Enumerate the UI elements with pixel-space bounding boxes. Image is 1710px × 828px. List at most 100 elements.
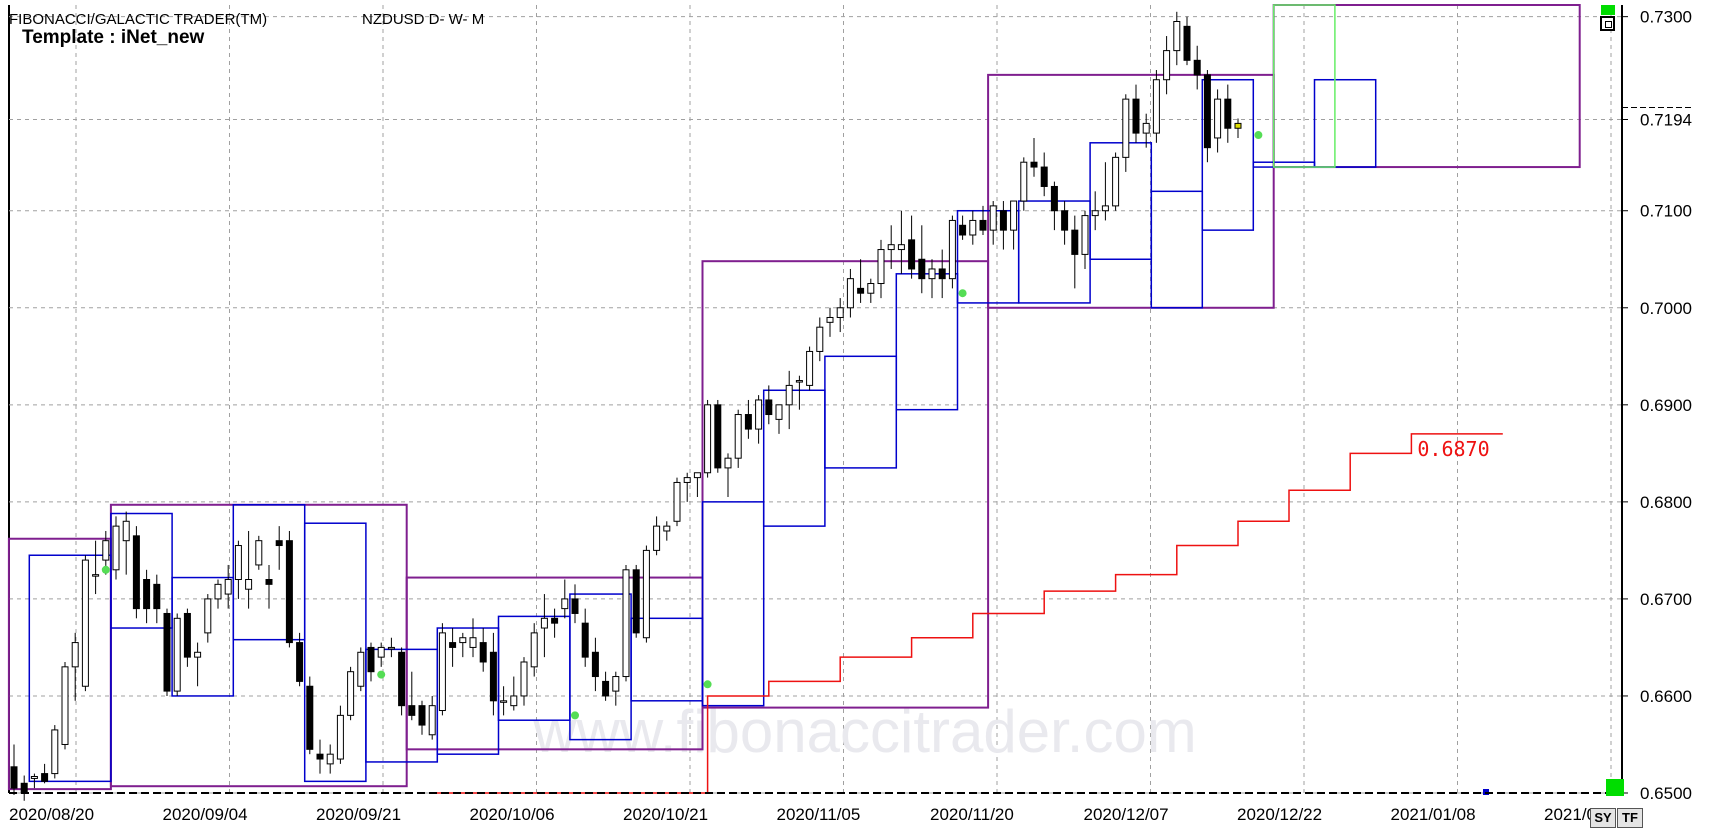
candle-body xyxy=(1091,210,1099,217)
candle-body xyxy=(122,520,130,542)
y-axis: 0.7300 0.7194 0.7100 0.7000 0.6900 0.6800 0.67… xyxy=(1622,8,1694,803)
candle-body xyxy=(194,651,202,658)
candle xyxy=(1010,200,1018,250)
candle-body xyxy=(673,481,681,522)
candle-body xyxy=(938,268,946,280)
candle-body xyxy=(530,632,538,668)
candle-body xyxy=(489,651,497,702)
candle xyxy=(122,511,130,575)
candle-body xyxy=(765,399,773,416)
candle-body xyxy=(459,637,467,644)
candle xyxy=(367,642,375,682)
candle xyxy=(316,739,324,774)
candle-body xyxy=(581,622,589,658)
candle-body xyxy=(163,612,171,692)
candle-body xyxy=(551,617,559,624)
candle-body xyxy=(112,525,120,571)
weekly-range-box xyxy=(701,260,990,709)
candle-body xyxy=(245,579,253,590)
candle-body xyxy=(326,753,334,765)
candle-body xyxy=(959,224,967,236)
daily-range-box xyxy=(1150,190,1204,309)
candle-body xyxy=(367,646,375,673)
candle xyxy=(734,409,742,468)
x-tick-label: 2021/01/08 xyxy=(1391,805,1476,824)
status-indicator-top xyxy=(1601,5,1615,15)
candle xyxy=(398,647,406,716)
tf-button[interactable]: TF xyxy=(1617,808,1643,828)
candle xyxy=(1173,11,1181,66)
grid-lines xyxy=(8,5,1623,794)
candle xyxy=(999,201,1007,250)
current-range-box xyxy=(1272,4,1336,168)
daily-range-box xyxy=(824,355,898,469)
candle xyxy=(1152,70,1160,143)
candle xyxy=(959,215,967,240)
candle xyxy=(979,205,987,235)
candle-body xyxy=(561,598,569,610)
candle xyxy=(71,632,79,701)
restore-window-icon[interactable] xyxy=(1600,16,1615,31)
candle-body xyxy=(816,326,824,352)
candle-body xyxy=(377,646,385,658)
candle xyxy=(938,249,946,299)
candle-body xyxy=(683,477,691,483)
candle-body xyxy=(1183,25,1191,61)
candle-body xyxy=(1234,122,1242,129)
candle xyxy=(1101,162,1109,221)
candle-body xyxy=(928,268,936,280)
candle-body xyxy=(265,579,273,585)
candle-body xyxy=(918,258,926,280)
candle xyxy=(357,647,365,692)
candle xyxy=(969,210,977,245)
candle xyxy=(1030,137,1038,177)
candle xyxy=(1122,94,1130,172)
candle xyxy=(204,594,212,643)
candle-body xyxy=(71,642,79,668)
sy-button[interactable]: SY xyxy=(1590,808,1616,828)
candle xyxy=(632,564,640,638)
candle-body xyxy=(469,637,477,648)
candle-body xyxy=(632,569,640,634)
candle xyxy=(428,695,436,740)
candle-body xyxy=(316,753,324,760)
candle xyxy=(469,618,477,658)
candle-body xyxy=(642,549,650,639)
candle xyxy=(408,671,416,721)
candle xyxy=(826,307,834,337)
candle xyxy=(1234,118,1242,138)
x-tick-label: 2020/08/20 xyxy=(9,805,94,824)
candle xyxy=(591,637,599,692)
candle xyxy=(112,516,120,580)
candle xyxy=(1203,70,1211,163)
candle-body xyxy=(204,598,212,634)
daily-boxes xyxy=(28,78,1377,783)
candle xyxy=(51,725,59,779)
signal-marker xyxy=(571,711,579,720)
x-tick-label: 2020/10/21 xyxy=(623,805,708,824)
candle xyxy=(612,671,620,706)
candle-body xyxy=(704,404,712,474)
candle xyxy=(1214,89,1222,153)
candle-body xyxy=(1101,205,1109,212)
candle-body xyxy=(693,472,701,479)
candle xyxy=(561,579,569,619)
candle xyxy=(571,584,579,624)
candle-body xyxy=(724,457,732,469)
candle xyxy=(775,404,783,434)
candle xyxy=(153,574,161,624)
candle xyxy=(245,530,253,609)
candle-body xyxy=(336,714,344,760)
x-tick-label: 2020/11/20 xyxy=(930,805,1014,824)
x-tick-label: 2020/09/04 xyxy=(163,805,248,824)
candle-body xyxy=(714,404,722,469)
candle xyxy=(173,613,181,696)
candle xyxy=(653,516,661,556)
candle-body xyxy=(143,579,151,610)
candle xyxy=(418,700,426,735)
candle-body xyxy=(1132,98,1140,134)
candle xyxy=(41,763,49,784)
candle-body xyxy=(989,205,997,231)
y-tick-label: 0.7000 xyxy=(1640,299,1692,318)
candle xyxy=(30,773,38,789)
